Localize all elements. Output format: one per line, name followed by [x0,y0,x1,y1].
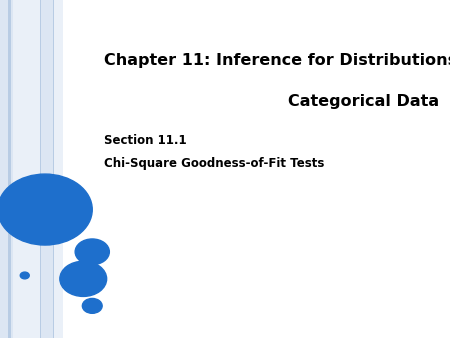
Bar [41,0,53,338]
Bar [53,0,54,338]
Bar [13,0,40,338]
Bar [11,0,13,338]
Bar [40,0,41,338]
Circle shape [20,272,29,279]
Bar [0,0,8,338]
Bar [8,0,11,338]
Text: Categorical Data: Categorical Data [288,94,439,109]
Circle shape [60,261,107,296]
Circle shape [75,239,109,265]
Text: Chapter 11: Inference for Distributions of: Chapter 11: Inference for Distributions … [104,53,450,68]
Circle shape [82,298,102,313]
Bar [54,0,63,338]
Text: Section 11.1: Section 11.1 [104,134,186,147]
Text: Chi-Square Goodness-of-Fit Tests: Chi-Square Goodness-of-Fit Tests [104,158,324,170]
Circle shape [0,174,92,245]
